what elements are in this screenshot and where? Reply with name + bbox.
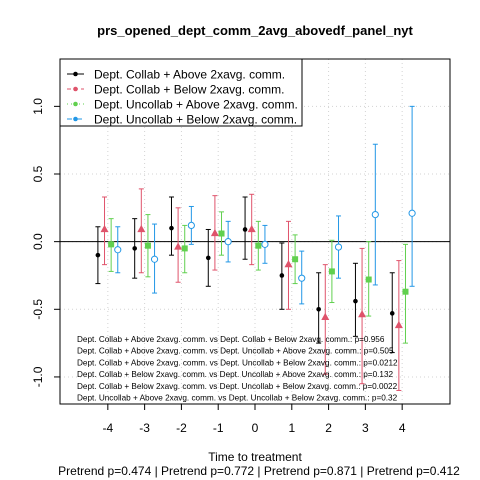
data-point <box>402 288 409 295</box>
series-1 <box>95 196 395 354</box>
y-tick-label: 0.5 <box>31 165 45 182</box>
data-point <box>247 224 256 233</box>
legend-label: Dept. Uncollab + Above 2xavg. comm. <box>94 98 298 112</box>
data-point <box>144 242 151 249</box>
data-point <box>321 312 330 321</box>
x-tick-label: -3 <box>139 421 150 435</box>
legend-marker <box>73 116 78 122</box>
data-point <box>242 227 248 232</box>
data-point <box>95 252 101 258</box>
legend-marker <box>73 71 78 77</box>
series-3 <box>108 211 409 344</box>
legend-marker <box>73 86 78 92</box>
data-point <box>114 246 122 254</box>
y-tick-label: 1.0 <box>31 98 45 115</box>
p-value-annotation: Dept. Collab + Above 2xavg. comm. vs Dep… <box>77 347 394 356</box>
data-point <box>181 245 188 252</box>
x-tick-label: 1 <box>288 421 295 435</box>
data-point <box>394 320 403 329</box>
data-point <box>292 256 299 263</box>
legend-label: Dept. Collab + Above 2xavg. comm. <box>94 68 285 82</box>
legend: Dept. Collab + Above 2xavg. comm.Dept. C… <box>59 58 303 127</box>
data-point <box>210 228 219 237</box>
data-point <box>224 238 232 246</box>
data-point <box>371 210 379 219</box>
p-value-annotation: Dept. Collab + Above 2xavg. comm. vs Dep… <box>77 335 385 344</box>
y-tick-label: -0.5 <box>31 299 45 320</box>
data-point <box>169 225 174 231</box>
chart-title: prs_opened_dept_comm_2avg_abovedf_panel_… <box>97 23 413 38</box>
data-point <box>255 242 262 249</box>
data-point <box>108 241 115 248</box>
p-value-annotation: Dept. Collab + Above 2xavg. comm. vs Dep… <box>77 358 398 367</box>
x-tick-label: 2 <box>325 421 332 435</box>
legend-box <box>59 58 303 127</box>
data-point <box>408 209 416 217</box>
series-marks <box>95 105 416 391</box>
x-tick-label: 4 <box>399 421 406 435</box>
data-point <box>187 221 195 230</box>
series-2 <box>100 188 403 391</box>
y-tick-label: 0.0 <box>31 233 45 250</box>
p-value-annotation: Dept. Uncollab + Above 2xavg. comm. vs D… <box>77 394 398 403</box>
data-point <box>353 298 358 304</box>
data-point <box>205 255 211 261</box>
data-point <box>358 310 367 318</box>
data-point <box>174 242 183 250</box>
plot-frame <box>59 58 451 405</box>
data-point <box>365 276 372 283</box>
series-4 <box>114 105 416 305</box>
data-point <box>100 224 109 233</box>
data-point <box>328 268 335 275</box>
x-tick-label: 0 <box>252 421 259 435</box>
annotations: Dept. Collab + Above 2xavg. comm. vs Dep… <box>77 335 398 403</box>
data-point <box>279 273 285 278</box>
legend-marker <box>73 101 78 107</box>
p-value-annotation: Dept. Collab + Below 2xavg. comm. vs Dep… <box>77 370 394 379</box>
data-point <box>316 306 321 312</box>
data-point <box>137 224 146 233</box>
p-value-annotation: Dept. Collab + Below 2xavg. comm. vs Dep… <box>77 382 398 391</box>
data-point <box>334 243 343 251</box>
data-point <box>218 230 225 237</box>
data-point <box>150 255 159 263</box>
x-tick-label: -4 <box>102 421 113 435</box>
axes: -4 -3 -2 -1 0 1 2 3 4 -1.0 -0.5 0.0 0.5 1.0 <box>31 98 406 435</box>
legend-label: Dept. Uncollab + Below 2xavg. comm. <box>94 113 297 127</box>
data-point <box>389 311 395 316</box>
x-tick-label: 3 <box>362 421 369 435</box>
data-point <box>261 240 269 248</box>
x-tick-label: -1 <box>213 421 224 435</box>
data-point <box>284 260 293 268</box>
data-point <box>298 274 306 282</box>
x-axis-label: Time to treatment <box>208 450 302 464</box>
pretrend-subtitle: Pretrend p=0.474 | Pretrend p=0.772 | Pr… <box>58 464 460 478</box>
legend-label: Dept. Collab + Below 2xavg. comm. <box>94 83 284 97</box>
data-point <box>132 246 137 251</box>
y-tick-label: -1.0 <box>31 366 45 387</box>
x-tick-label: -2 <box>176 421 187 435</box>
